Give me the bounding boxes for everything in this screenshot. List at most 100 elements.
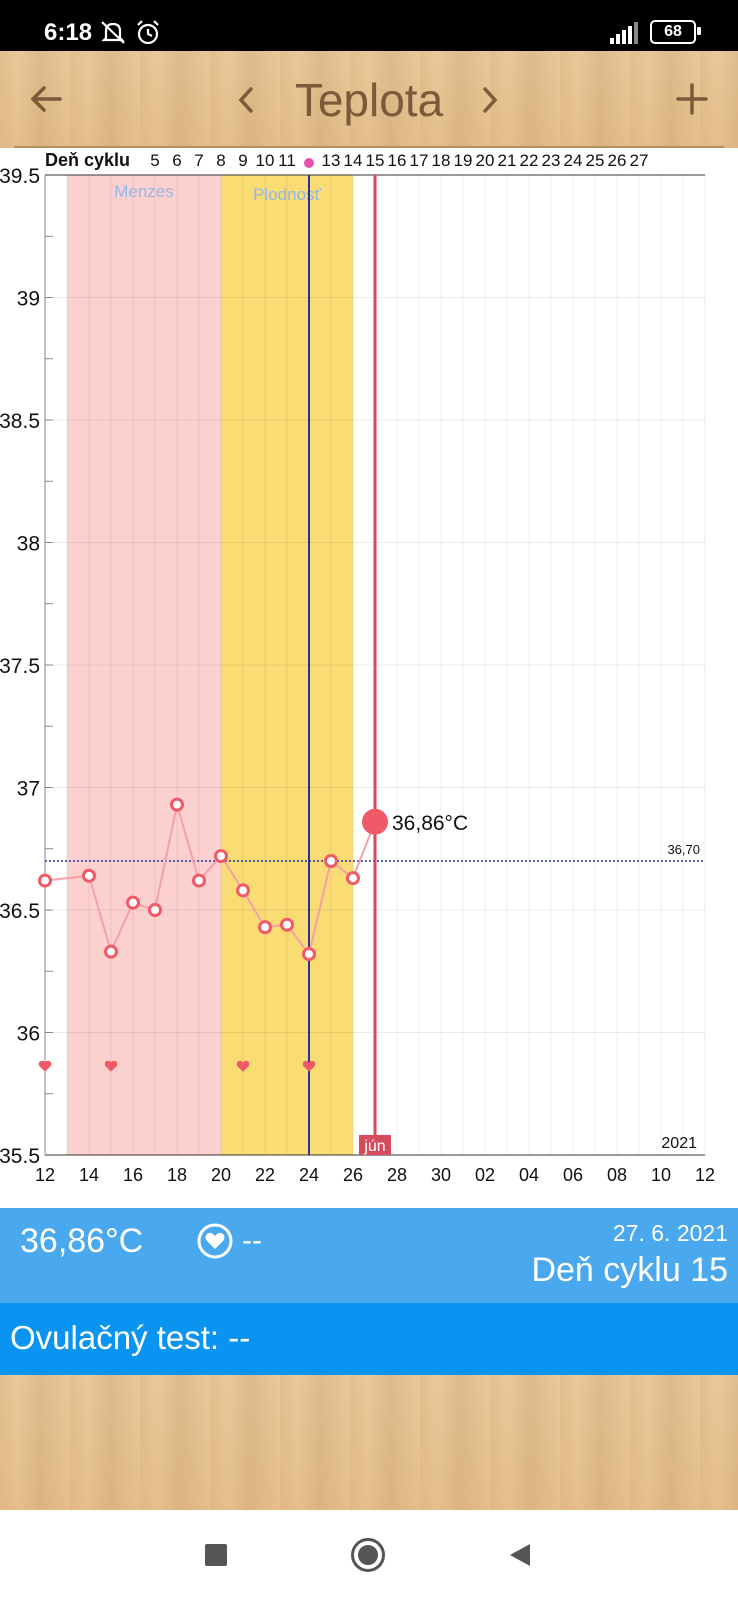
cycle-day-number: 6 xyxy=(172,151,181,170)
cycle-day-number: 19 xyxy=(454,151,473,170)
cycle-day-number: 20 xyxy=(476,151,495,170)
cycle-day-number: 11 xyxy=(278,151,296,170)
heart-value: -- xyxy=(242,1224,262,1257)
data-point xyxy=(104,944,118,959)
home-button-dot xyxy=(358,1545,378,1565)
data-point xyxy=(126,895,140,910)
cycle-day-number: 21 xyxy=(498,151,517,170)
back-button[interactable] xyxy=(508,1542,532,1568)
data-point xyxy=(82,868,96,883)
cycle-day-number: 18 xyxy=(432,151,451,170)
cycle-day-number: 17 xyxy=(410,151,429,170)
app-bar: Teplota xyxy=(0,51,738,148)
menzes-label: Menzes xyxy=(114,182,174,201)
heart-marker-icon xyxy=(104,1060,118,1072)
fertile-label: Plodnosť xyxy=(253,185,321,204)
cycle-day-number: 15 xyxy=(366,151,385,170)
x-tick-label: 22 xyxy=(255,1165,275,1185)
next-chevron-icon[interactable] xyxy=(480,85,500,115)
year-label: 2021 xyxy=(661,1135,697,1152)
x-tick-label: 24 xyxy=(299,1165,319,1185)
home-button[interactable] xyxy=(351,1538,385,1572)
data-point xyxy=(214,849,228,864)
cycle-day-number: 27 xyxy=(630,151,649,170)
cycle-day-number: 8 xyxy=(216,151,225,170)
app-bar-divider xyxy=(14,146,724,148)
status-bar: 6:18 68 xyxy=(0,0,738,51)
y-tick-label: 39 xyxy=(17,288,40,311)
cycle-day-number: 10 xyxy=(256,151,275,170)
month-label: jún xyxy=(363,1138,385,1155)
y-tick-label: 37.5 xyxy=(0,655,40,678)
cycle-day-number: 13 xyxy=(322,151,341,170)
cycle-day-number: 5 xyxy=(150,151,159,170)
x-tick-label: 18 xyxy=(167,1165,187,1185)
recent-apps-button[interactable] xyxy=(205,1544,227,1566)
data-point xyxy=(38,873,52,888)
cycle-day-number: 26 xyxy=(608,151,627,170)
y-tick-label: 37 xyxy=(17,778,40,801)
cycle-day-number: 16 xyxy=(388,151,407,170)
previous-chevron-icon[interactable] xyxy=(236,85,256,115)
cycle-day-header: Deň cyklu xyxy=(45,150,130,170)
temperature-chart[interactable]: 39.5 39 38.5 38 37.5 37 36.5 36 35.5 12 14 16 18 20 22… xyxy=(0,148,738,1208)
x-tick-label: 08 xyxy=(607,1165,627,1185)
battery-icon: 68 xyxy=(650,20,696,44)
x-tick-label: 28 xyxy=(387,1165,407,1185)
month-label-background xyxy=(359,1135,391,1155)
entry-date: 27. 6. 2021 xyxy=(612,1220,728,1246)
x-tick-label: 14 xyxy=(79,1165,99,1185)
y-tick-label: 38.5 xyxy=(0,410,40,433)
x-tick-label: 12 xyxy=(695,1165,715,1185)
cycle-day-number: 7 xyxy=(194,151,203,170)
x-tick-label: 04 xyxy=(519,1165,539,1185)
cycle-day-number: 9 xyxy=(238,151,247,170)
signal-icon xyxy=(610,22,638,44)
x-tick-label: 26 xyxy=(343,1165,363,1185)
info-bar: 36,86°C -- 27. 6. 2021 Deň cyklu 15 xyxy=(0,1208,738,1303)
data-point xyxy=(324,854,338,868)
ovulation-test-bar[interactable]: Ovulačný test: -- xyxy=(0,1303,738,1375)
add-icon[interactable] xyxy=(674,81,710,117)
cycle-day-number: 22 xyxy=(520,151,539,170)
battery-tip xyxy=(697,27,701,35)
x-tick-label: 16 xyxy=(123,1165,143,1185)
heart-marker-icon xyxy=(38,1060,52,1072)
current-temperature-label: 36,86°C xyxy=(392,812,468,835)
y-tick-label: 35.5 xyxy=(0,1145,40,1168)
y-tick-label: 39.5 xyxy=(0,165,40,188)
heart-marker-icon xyxy=(302,1060,316,1072)
x-tick-label: 02 xyxy=(475,1165,495,1185)
x-tick-label: 06 xyxy=(563,1165,583,1185)
navigation-bar xyxy=(0,1510,738,1600)
page-title: Teplota xyxy=(294,74,444,126)
current-temperature: 36,86°C xyxy=(20,1222,144,1260)
data-point xyxy=(302,947,316,962)
x-tick-label: 12 xyxy=(35,1165,55,1185)
data-point xyxy=(170,797,184,812)
baseline-label: 36,70 xyxy=(667,842,700,857)
x-tick-label: 30 xyxy=(431,1165,451,1185)
fertile-band xyxy=(221,175,353,1155)
data-point xyxy=(258,920,272,935)
data-point xyxy=(148,903,162,917)
mute-icon xyxy=(101,21,125,44)
menzes-band xyxy=(67,175,221,1155)
data-point xyxy=(346,871,360,886)
ovulation-test-label: Ovulačný test: -- xyxy=(10,1319,251,1356)
alarm-icon xyxy=(137,20,159,45)
cycle-day-number: 14 xyxy=(344,151,363,170)
heart-icon[interactable] xyxy=(196,1222,234,1260)
wood-background xyxy=(0,1375,738,1510)
cycle-day-number: 24 xyxy=(564,151,583,170)
back-arrow-icon[interactable] xyxy=(28,81,64,117)
data-point xyxy=(192,873,206,888)
cycle-day-number: 25 xyxy=(586,151,605,170)
heart-marker-icon xyxy=(236,1060,250,1072)
data-point xyxy=(236,883,250,898)
y-tick-label: 36 xyxy=(17,1023,40,1046)
status-time: 6:18 xyxy=(44,19,93,46)
x-tick-label: 10 xyxy=(651,1165,671,1185)
current-data-point xyxy=(362,808,388,835)
